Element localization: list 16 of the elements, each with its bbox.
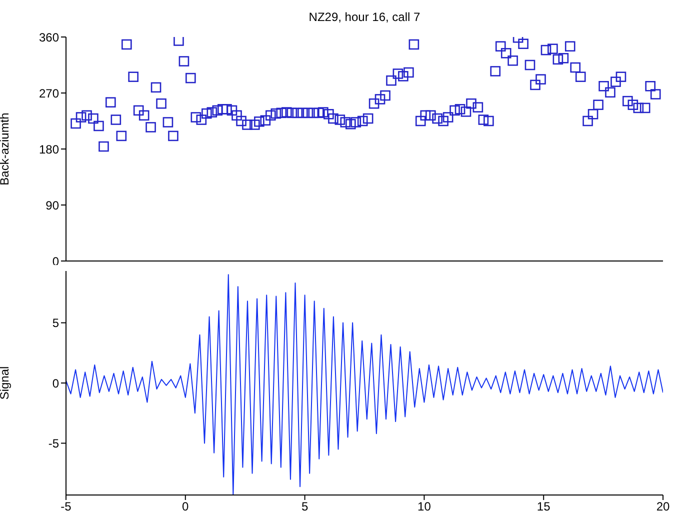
y-tick-label: 360 [38,30,60,44]
y-tick-label: 270 [38,86,60,100]
y-tick-label: 5 [52,316,60,330]
x-tick-label: 5 [301,500,308,514]
y-tick-label: 0 [52,376,60,390]
y-tick-label: 90 [46,198,60,212]
x-tick-label: 15 [536,500,551,514]
y-axis-title: Signal [0,366,12,400]
x-tick-label: 20 [656,500,670,514]
x-tick-label: 0 [182,500,190,514]
y-tick-label: -5 [48,436,60,450]
chart-title: NZ29, hour 16, call 7 [308,10,422,24]
y-axis-title: Back-aziumth [0,112,12,186]
y-tick-label: 0 [52,254,60,268]
x-tick-label: 10 [418,500,432,514]
y-tick-label: 180 [38,142,60,156]
